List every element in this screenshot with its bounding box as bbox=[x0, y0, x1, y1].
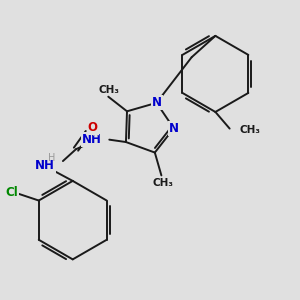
Text: N: N bbox=[152, 96, 162, 109]
Text: NH: NH bbox=[35, 159, 55, 172]
Text: H: H bbox=[92, 128, 100, 139]
Text: CH₃: CH₃ bbox=[239, 125, 260, 135]
Text: CH₃: CH₃ bbox=[152, 178, 173, 188]
Text: O: O bbox=[88, 121, 98, 134]
Text: Cl: Cl bbox=[5, 186, 18, 199]
Text: H: H bbox=[48, 153, 56, 164]
Text: NH: NH bbox=[82, 133, 102, 146]
Text: N: N bbox=[169, 122, 179, 135]
Text: CH₃: CH₃ bbox=[99, 85, 120, 94]
